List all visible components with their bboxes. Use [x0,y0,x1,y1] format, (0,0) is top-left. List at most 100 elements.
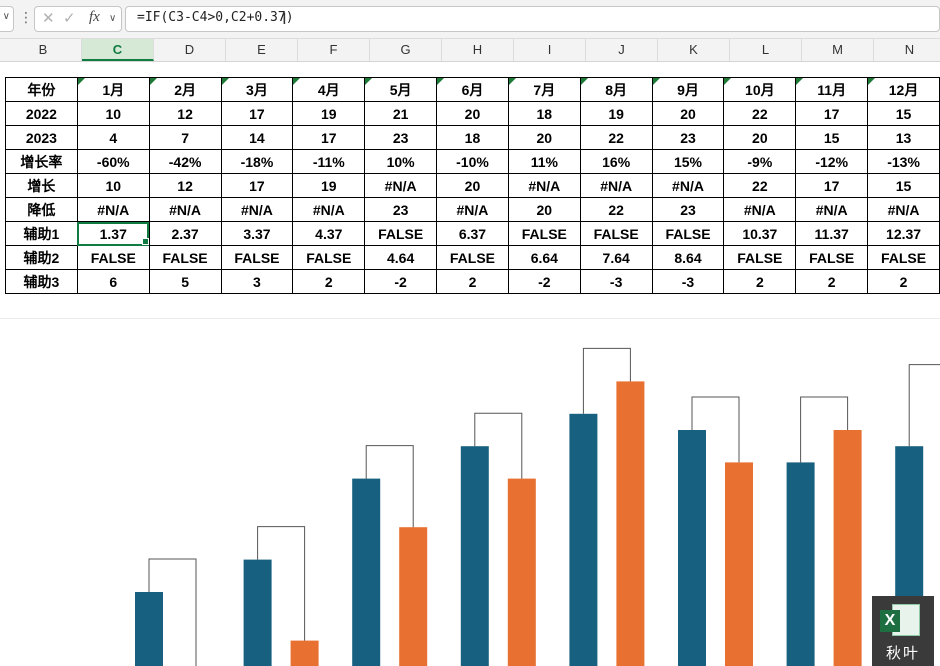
table-cell[interactable]: 3 [220,269,294,294]
table-cell[interactable]: 20 [651,101,725,126]
table-cell[interactable]: #N/A [651,173,725,198]
table-cell[interactable]: 2 [436,269,509,294]
table-cell[interactable]: #N/A [867,197,940,222]
table-cell[interactable]: 13 [867,125,940,150]
table-cell[interactable]: 23 [364,197,438,222]
column-header-f[interactable]: F [298,39,370,61]
column-header-l[interactable]: L [730,39,802,61]
column-header-h[interactable]: H [442,39,514,61]
table-cell[interactable]: 10 [76,173,150,198]
table-cell[interactable]: -3 [579,269,653,294]
header-cell[interactable]: 11月 [795,77,869,102]
table-cell[interactable]: 17 [292,125,366,150]
table-cell[interactable]: FALSE [651,221,725,246]
table-cell[interactable]: 17 [795,101,869,126]
table-cell[interactable]: 6 [76,269,150,294]
header-cell[interactable]: 2月 [148,77,222,102]
row-label-cell[interactable]: 2022 [5,101,78,126]
table-cell[interactable]: 23 [651,125,725,150]
table-cell[interactable]: 22 [723,101,797,126]
column-header-b[interactable]: B [5,39,82,61]
table-cell[interactable]: 11% [507,149,581,174]
table-cell[interactable]: 19 [292,101,366,126]
row-label-cell[interactable]: 辅助1 [5,221,78,246]
table-cell[interactable]: 22 [723,173,797,198]
formula-text[interactable]: =IF(C3-C4>0,C2+0.37) [137,10,294,25]
header-cell[interactable]: 6月 [436,77,509,102]
table-cell[interactable]: FALSE [292,245,366,270]
table-cell[interactable]: FALSE [795,245,869,270]
table-cell[interactable]: -2 [364,269,438,294]
row-label-cell[interactable]: 2023 [5,125,78,150]
table-cell[interactable]: 15% [651,149,725,174]
table-cell[interactable]: -60% [76,149,150,174]
row-label-cell[interactable]: 年份 [5,77,78,102]
table-cell[interactable]: FALSE [364,221,438,246]
table-cell[interactable]: FALSE [723,245,797,270]
header-cell[interactable]: 9月 [651,77,725,102]
table-cell[interactable]: 17 [795,173,869,198]
table-cell[interactable]: 10% [364,149,438,174]
table-cell[interactable]: FALSE [867,245,940,270]
table-cell[interactable]: 18 [507,101,581,126]
table-cell[interactable]: #N/A [364,173,438,198]
column-header-n[interactable]: N [874,39,940,61]
table-cell[interactable]: -10% [436,149,509,174]
table-cell[interactable]: -18% [220,149,294,174]
table-cell[interactable]: 17 [220,101,294,126]
column-header-k[interactable]: K [658,39,730,61]
table-cell[interactable]: -12% [795,149,869,174]
table-cell[interactable]: 10 [76,101,150,126]
table-cell[interactable]: 19 [292,173,366,198]
table-cell[interactable]: FALSE [579,221,653,246]
table-cell[interactable]: 4.64 [364,245,438,270]
row-label-cell[interactable]: 降低 [5,197,78,222]
table-cell[interactable]: 20 [507,197,581,222]
table-cell[interactable]: 8.64 [651,245,725,270]
header-cell[interactable]: 8月 [579,77,653,102]
column-header-c[interactable]: C [82,39,154,61]
table-cell[interactable]: 20 [436,173,509,198]
table-cell[interactable]: 12.37 [867,221,940,246]
header-cell[interactable]: 3月 [220,77,294,102]
table-cell[interactable]: 22 [579,197,653,222]
table-cell[interactable]: FALSE [76,245,150,270]
table-cell[interactable]: 3.37 [220,221,294,246]
table-cell[interactable]: -42% [148,149,222,174]
header-cell[interactable]: 12月 [867,77,940,102]
table-cell[interactable]: -2 [507,269,581,294]
table-cell[interactable]: 19 [579,101,653,126]
table-cell[interactable]: 4.37 [292,221,366,246]
table-cell[interactable]: 21 [364,101,438,126]
table-cell[interactable]: 23 [364,125,438,150]
table-cell[interactable]: 2 [292,269,366,294]
table-cell[interactable]: 5 [148,269,222,294]
table-cell[interactable]: FALSE [436,245,509,270]
row-label-cell[interactable]: 辅助2 [5,245,78,270]
table-cell[interactable]: 15 [867,173,940,198]
table-cell[interactable]: 23 [651,197,725,222]
table-cell[interactable]: #N/A [220,197,294,222]
selected-cell[interactable]: 1.37 [76,221,150,246]
header-cell[interactable]: 4月 [292,77,366,102]
table-cell[interactable]: 18 [436,125,509,150]
table-cell[interactable]: 17 [220,173,294,198]
formula-input[interactable]: =IF(C3-C4>0,C2+0.37) I [125,6,940,32]
table-cell[interactable]: 12 [148,101,222,126]
row-label-cell[interactable]: 增长率 [5,149,78,174]
table-cell[interactable]: 2 [795,269,869,294]
table-cell[interactable]: #N/A [507,173,581,198]
row-label-cell[interactable]: 辅助3 [5,269,78,294]
cancel-icon[interactable]: ✕ [42,10,55,27]
column-header-i[interactable]: I [514,39,586,61]
column-header-j[interactable]: J [586,39,658,61]
table-cell[interactable]: 12 [148,173,222,198]
table-cell[interactable]: 15 [795,125,869,150]
insert-function-button[interactable]: fx [89,9,100,25]
header-cell[interactable]: 5月 [364,77,438,102]
table-cell[interactable]: -3 [651,269,725,294]
header-cell[interactable]: 7月 [507,77,581,102]
table-cell[interactable]: #N/A [579,173,653,198]
table-cell[interactable]: -11% [292,149,366,174]
fill-handle[interactable] [141,238,149,245]
